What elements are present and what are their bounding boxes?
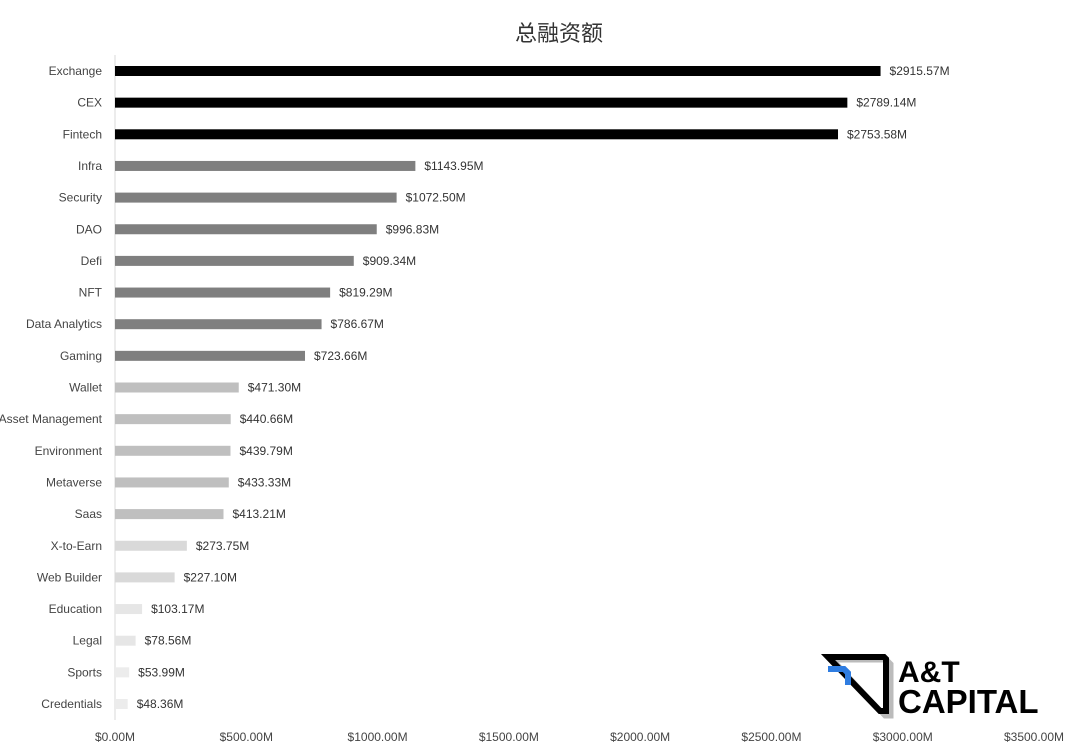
data-label: $819.29M	[339, 286, 392, 300]
category-label: Data Analytics	[26, 317, 102, 331]
data-label: $53.99M	[138, 665, 185, 679]
category-label: Legal	[73, 634, 102, 648]
data-label: $1143.95M	[424, 159, 483, 173]
logo: A&T CAPITAL	[820, 654, 1039, 720]
svg-text:A&T: A&T	[898, 656, 960, 689]
category-label: Environment	[35, 444, 103, 458]
x-tick-label: $2000.00M	[610, 730, 670, 744]
category-label: Asset Management	[0, 412, 103, 426]
bar	[115, 255, 354, 266]
category-label: NFT	[79, 286, 103, 300]
x-tick-label: $1000.00M	[348, 730, 408, 744]
x-tick-label: $0.00M	[95, 730, 135, 744]
bar	[115, 350, 306, 361]
category-label: Exchange	[49, 64, 103, 78]
bar	[115, 160, 416, 171]
data-label: $439.79M	[239, 444, 292, 458]
data-label: $723.66M	[314, 349, 367, 363]
category-label: Credentials	[41, 697, 102, 711]
category-label: Education	[49, 602, 102, 616]
category-label: Metaverse	[46, 475, 102, 489]
data-label: $471.30M	[248, 381, 301, 395]
bar	[115, 509, 224, 520]
category-label: CEX	[77, 96, 102, 110]
bar	[115, 572, 175, 583]
data-label: $103.17M	[151, 602, 204, 616]
x-tick-label: $500.00M	[220, 730, 273, 744]
bar	[115, 699, 128, 709]
data-label: $78.56M	[145, 634, 192, 648]
bar	[115, 97, 848, 108]
bar	[115, 635, 136, 646]
bar	[115, 66, 881, 76]
bar	[115, 192, 397, 203]
data-label: $996.83M	[386, 222, 439, 236]
category-label: Sports	[67, 665, 102, 679]
bar	[115, 129, 839, 140]
chart-title: 总融资额	[515, 22, 603, 47]
category-label: Infra	[78, 159, 102, 173]
x-tick-label: $2500.00M	[741, 730, 801, 744]
data-label: $440.66M	[240, 412, 293, 426]
category-label: Security	[59, 191, 102, 205]
category-label: Wallet	[69, 381, 103, 395]
data-label: $1072.50M	[406, 191, 466, 205]
x-tick-label: $1500.00M	[479, 730, 539, 744]
data-label: $909.34M	[363, 254, 416, 268]
category-label: Fintech	[63, 127, 102, 141]
data-label: $227.10M	[184, 570, 237, 584]
data-label: $786.67M	[331, 317, 384, 331]
category-label: X-to-Earn	[51, 539, 102, 553]
svg-text:CAPITAL: CAPITAL	[898, 683, 1039, 720]
category-label: Defi	[81, 254, 102, 268]
data-label: $2789.14M	[856, 96, 916, 110]
data-label: $48.36M	[137, 697, 184, 711]
bar	[115, 287, 331, 298]
bar	[115, 382, 239, 393]
bar	[115, 477, 229, 488]
data-label: $413.21M	[232, 507, 285, 521]
data-label: $273.75M	[196, 539, 249, 553]
data-label: $433.33M	[238, 475, 291, 489]
bar	[115, 319, 322, 330]
category-label: Gaming	[60, 349, 102, 363]
data-label: $2753.58M	[847, 127, 907, 141]
bar	[115, 604, 143, 615]
bar	[115, 414, 231, 425]
category-label: Web Builder	[37, 570, 102, 584]
data-label: $2915.57M	[890, 64, 950, 78]
category-label: Saas	[75, 507, 102, 521]
x-tick-label: $3500.00M	[1004, 730, 1064, 744]
bar	[115, 224, 377, 235]
category-label: DAO	[76, 222, 102, 236]
bar	[115, 540, 187, 551]
bar	[115, 667, 130, 678]
bar	[115, 445, 231, 456]
x-tick-label: $3000.00M	[873, 730, 933, 744]
